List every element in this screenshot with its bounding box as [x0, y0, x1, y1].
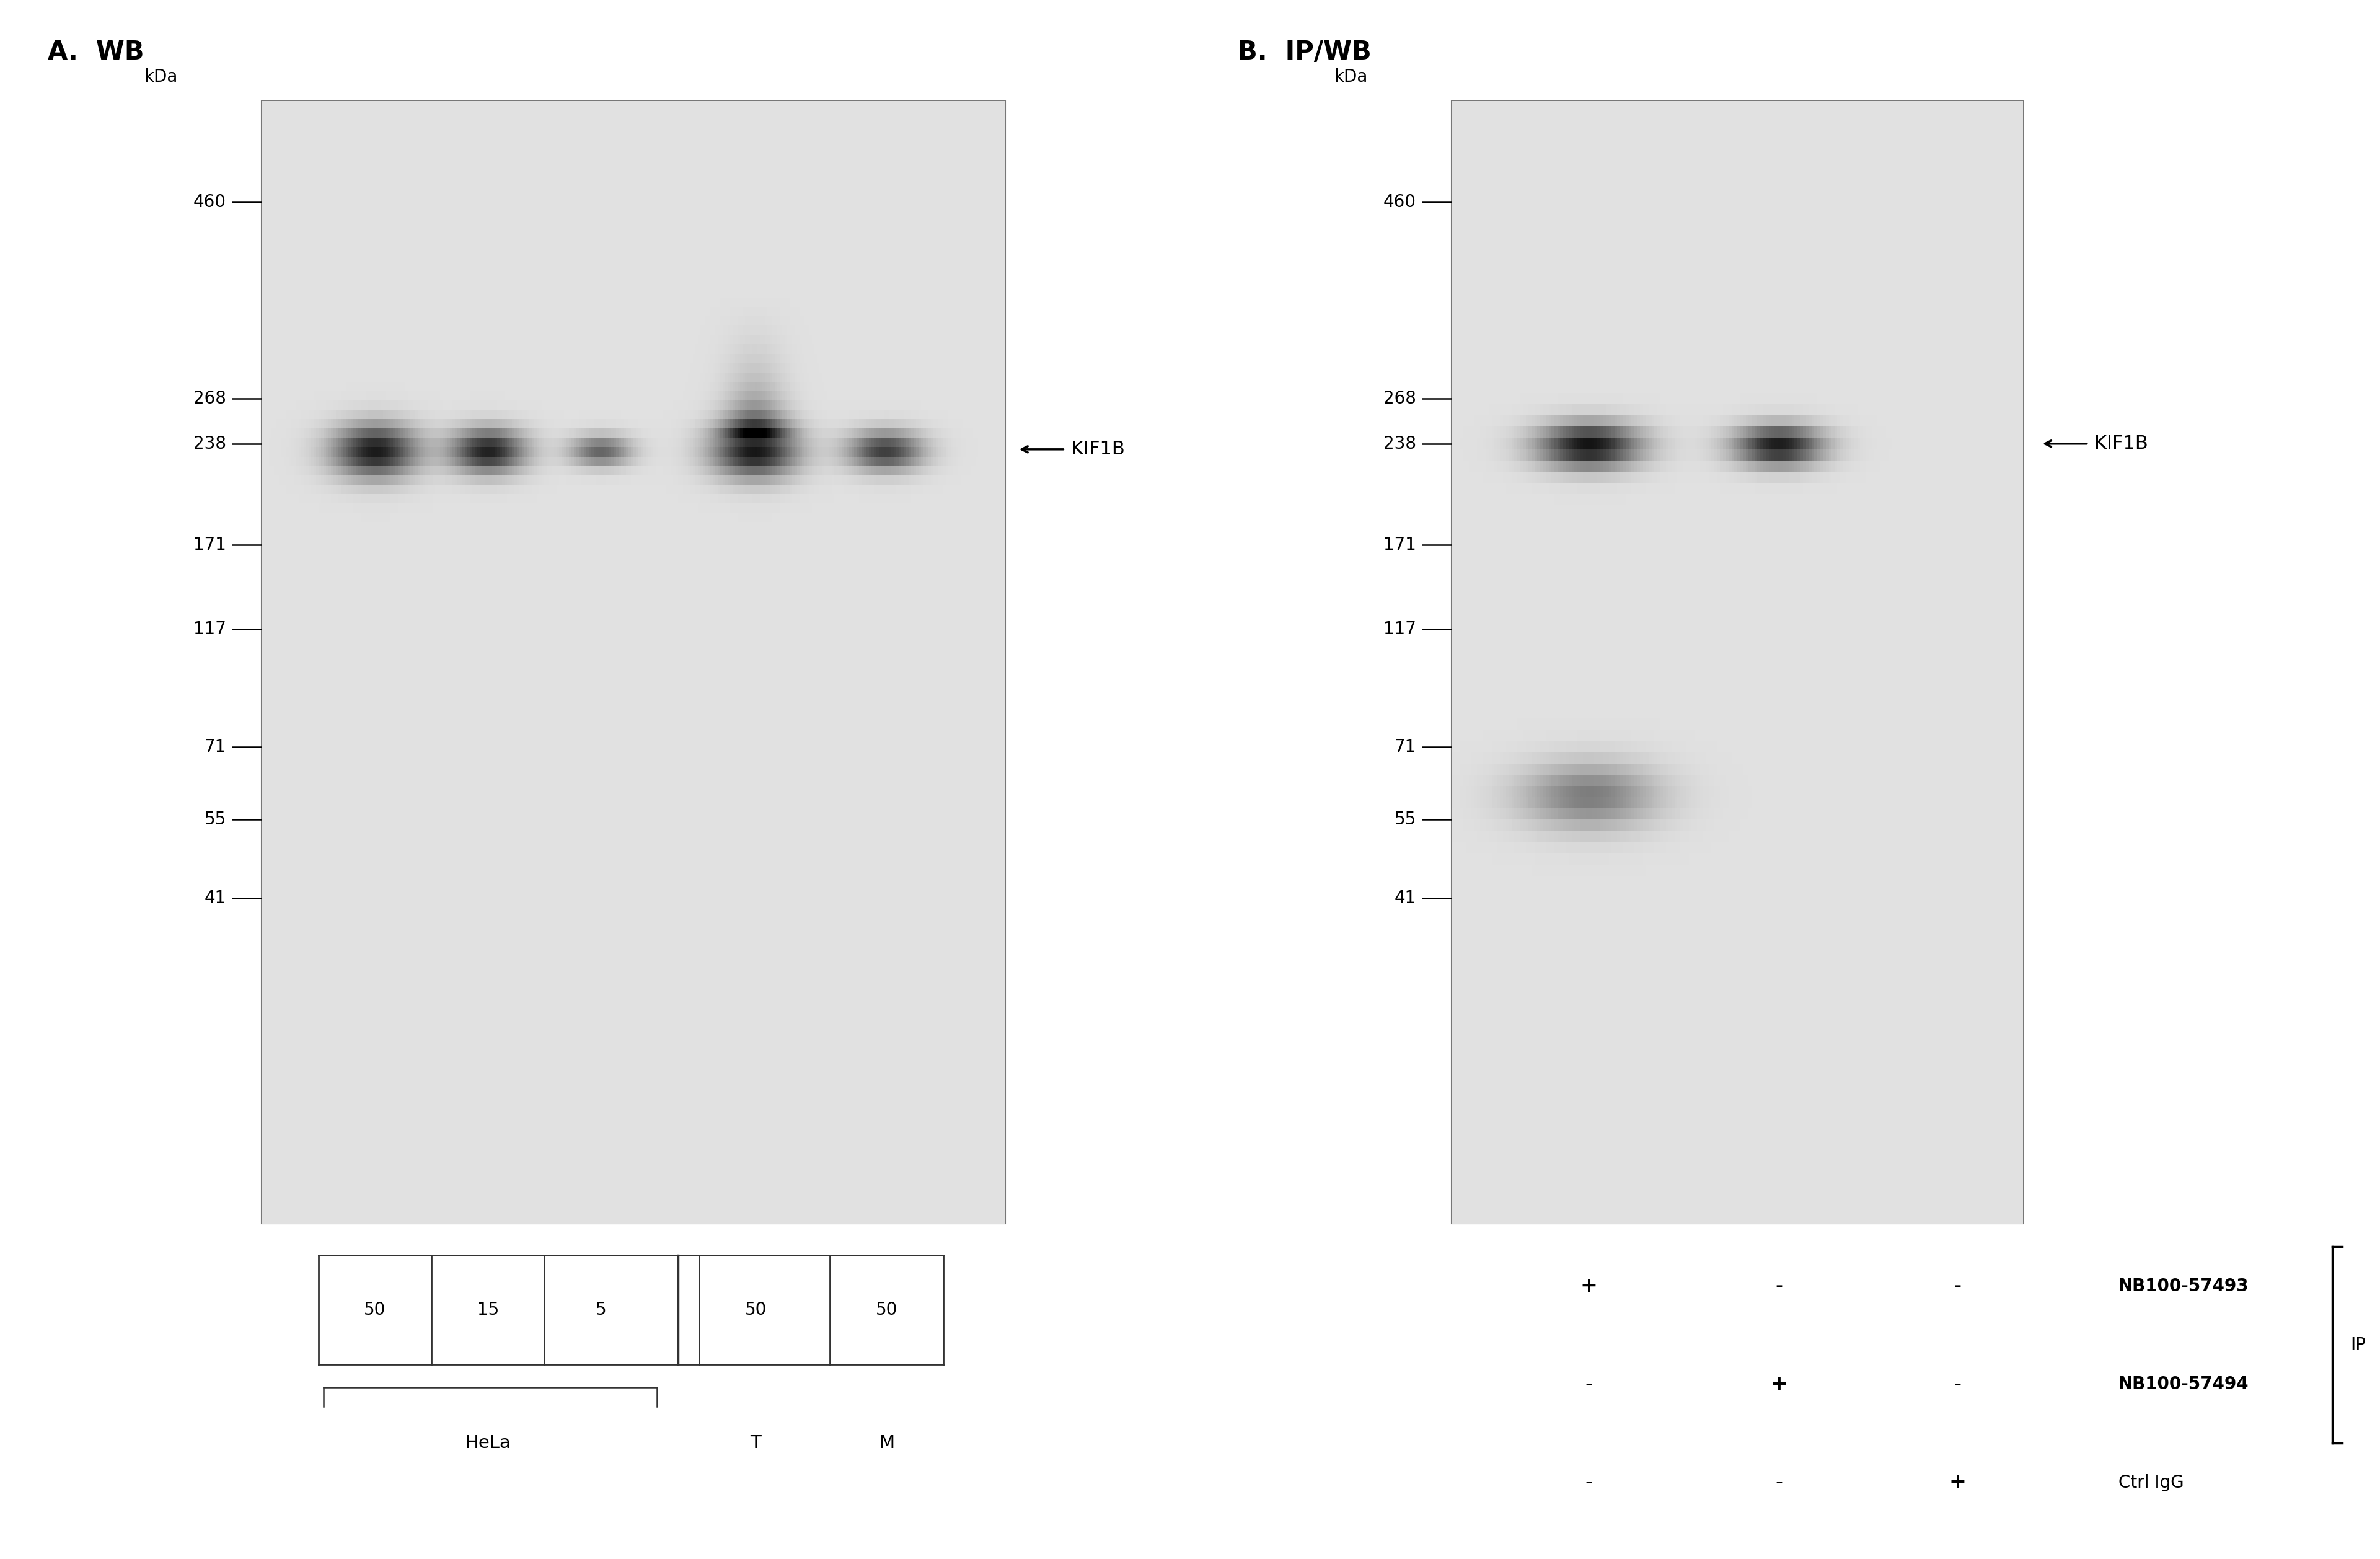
- Bar: [1452, 101, 2023, 1224]
- Text: -: -: [1775, 1472, 1783, 1494]
- Text: -: -: [1954, 1373, 1961, 1395]
- Text: kDa: kDa: [1333, 69, 1368, 86]
- Text: 55: 55: [1395, 811, 1416, 828]
- Text: +: +: [1580, 1275, 1597, 1297]
- Text: 71: 71: [1395, 737, 1416, 756]
- Text: 268: 268: [1383, 390, 1416, 407]
- Text: +: +: [1771, 1373, 1787, 1395]
- Text: 460: 460: [193, 193, 226, 210]
- Text: 238: 238: [193, 435, 226, 452]
- Text: 5: 5: [595, 1300, 607, 1319]
- Text: KIF1B: KIF1B: [2094, 435, 2149, 452]
- Text: 71: 71: [205, 737, 226, 756]
- Text: KIF1B: KIF1B: [1071, 440, 1126, 458]
- Text: -: -: [1585, 1373, 1592, 1395]
- Text: A.  WB: A. WB: [48, 39, 143, 65]
- Text: 460: 460: [1383, 193, 1416, 210]
- Text: T: T: [750, 1434, 762, 1451]
- Text: 41: 41: [205, 890, 226, 907]
- Text: IP: IP: [2349, 1336, 2366, 1353]
- Text: M: M: [878, 1434, 895, 1451]
- Text: 55: 55: [205, 811, 226, 828]
- Text: HeLa: HeLa: [464, 1434, 512, 1451]
- Bar: [262, 101, 1007, 1224]
- Text: -: -: [1954, 1275, 1961, 1297]
- Text: 171: 171: [1383, 536, 1416, 553]
- Text: kDa: kDa: [143, 69, 178, 86]
- Text: 268: 268: [193, 390, 226, 407]
- Text: NB100-57494: NB100-57494: [2118, 1375, 2249, 1394]
- Text: 117: 117: [1383, 620, 1416, 638]
- Text: -: -: [1775, 1275, 1783, 1297]
- Text: 50: 50: [745, 1300, 766, 1319]
- Text: 171: 171: [193, 536, 226, 553]
- Text: +: +: [1949, 1472, 1966, 1494]
- Text: 117: 117: [193, 620, 226, 638]
- Text: -: -: [1585, 1472, 1592, 1494]
- Text: NB100-57493: NB100-57493: [2118, 1277, 2249, 1296]
- Text: 15: 15: [476, 1300, 500, 1319]
- Text: 50: 50: [364, 1300, 386, 1319]
- Text: 50: 50: [876, 1300, 897, 1319]
- Text: 238: 238: [1383, 435, 1416, 452]
- Text: 41: 41: [1395, 890, 1416, 907]
- Text: B.  IP/WB: B. IP/WB: [1238, 39, 1371, 65]
- Text: Ctrl IgG: Ctrl IgG: [2118, 1473, 2185, 1492]
